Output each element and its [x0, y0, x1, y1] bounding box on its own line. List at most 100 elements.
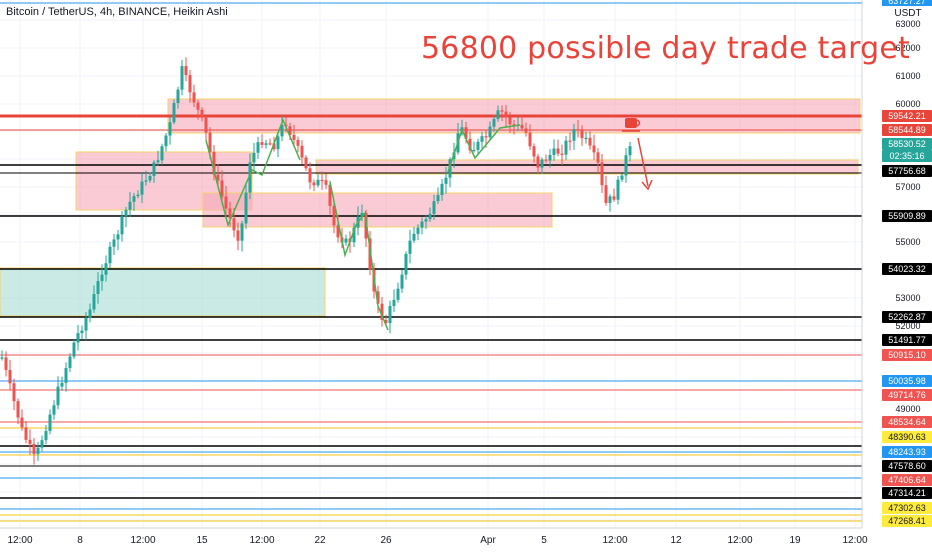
- candle[interactable]: [576, 129, 580, 131]
- price-badge[interactable]: [882, 416, 932, 428]
- demand-zone[interactable]: [0, 267, 326, 317]
- candle[interactable]: [148, 175, 152, 181]
- candle[interactable]: [188, 75, 192, 93]
- candle[interactable]: [4, 357, 8, 370]
- price-badge[interactable]: [882, 431, 932, 443]
- candle[interactable]: [288, 126, 292, 135]
- price-badge[interactable]: [882, 110, 932, 122]
- candle[interactable]: [440, 183, 444, 196]
- candle[interactable]: [368, 238, 372, 271]
- candle[interactable]: [360, 212, 364, 217]
- candle[interactable]: [404, 253, 408, 275]
- candle[interactable]: [556, 148, 560, 154]
- candle[interactable]: [336, 225, 340, 238]
- candle[interactable]: [380, 303, 384, 320]
- candle[interactable]: [172, 103, 176, 123]
- candle[interactable]: [564, 140, 568, 155]
- candle[interactable]: [320, 179, 324, 182]
- candle[interactable]: [592, 145, 596, 153]
- candle[interactable]: [168, 122, 172, 136]
- candle[interactable]: [560, 153, 564, 155]
- coffee-cup-icon[interactable]: [625, 118, 637, 128]
- candle[interactable]: [584, 137, 588, 140]
- candle[interactable]: [308, 168, 312, 183]
- candle[interactable]: [180, 66, 184, 90]
- candle[interactable]: [520, 124, 524, 129]
- candle[interactable]: [216, 174, 220, 181]
- candle[interactable]: [68, 356, 72, 369]
- price-badge[interactable]: [882, 138, 932, 150]
- candle[interactable]: [264, 143, 268, 145]
- candle[interactable]: [20, 417, 24, 428]
- candle[interactable]: [296, 139, 300, 146]
- price-badge[interactable]: [882, 502, 932, 514]
- price-badge[interactable]: [882, 487, 932, 499]
- candle[interactable]: [424, 219, 428, 222]
- price-badge[interactable]: [882, 375, 932, 387]
- candle[interactable]: [60, 382, 64, 387]
- candle[interactable]: [92, 294, 96, 310]
- price-badge[interactable]: [882, 334, 932, 346]
- candle[interactable]: [488, 126, 492, 138]
- candle[interactable]: [416, 227, 420, 234]
- candle[interactable]: [408, 240, 412, 254]
- candle[interactable]: [276, 136, 280, 150]
- candle[interactable]: [48, 414, 52, 432]
- price-badge[interactable]: [882, 349, 932, 361]
- candle[interactable]: [140, 181, 144, 195]
- candle[interactable]: [588, 137, 592, 146]
- price-badge[interactable]: [882, 165, 932, 177]
- candle[interactable]: [500, 110, 504, 112]
- candle[interactable]: [196, 102, 200, 110]
- price-badge[interactable]: [882, 446, 932, 458]
- supply-zone[interactable]: [315, 159, 859, 175]
- candle[interactable]: [108, 246, 112, 264]
- candle[interactable]: [164, 135, 168, 147]
- price-badge[interactable]: [882, 263, 932, 275]
- candle[interactable]: [64, 368, 68, 383]
- candle[interactable]: [620, 175, 624, 180]
- candle[interactable]: [624, 155, 628, 176]
- candle[interactable]: [132, 196, 136, 202]
- candle[interactable]: [468, 138, 472, 151]
- candle[interactable]: [596, 152, 600, 163]
- candle[interactable]: [0, 357, 4, 359]
- candle[interactable]: [544, 159, 548, 161]
- candle[interactable]: [480, 136, 484, 142]
- candle[interactable]: [8, 369, 12, 384]
- price-badge[interactable]: [882, 389, 932, 401]
- candle[interactable]: [184, 66, 188, 76]
- candle[interactable]: [36, 447, 40, 454]
- candle[interactable]: [324, 180, 328, 185]
- candle[interactable]: [464, 127, 468, 139]
- candle[interactable]: [420, 221, 424, 228]
- candle[interactable]: [56, 386, 60, 406]
- candle[interactable]: [352, 227, 356, 243]
- price-badge[interactable]: [882, 474, 932, 486]
- candle[interactable]: [568, 140, 572, 142]
- candle[interactable]: [260, 142, 264, 145]
- candle[interactable]: [572, 129, 576, 141]
- candle[interactable]: [532, 146, 536, 157]
- candle[interactable]: [256, 142, 260, 153]
- candle[interactable]: [44, 431, 48, 441]
- candle[interactable]: [448, 159, 452, 178]
- candle[interactable]: [232, 218, 236, 231]
- candle[interactable]: [76, 333, 80, 343]
- candle[interactable]: [552, 148, 556, 155]
- candle[interactable]: [224, 196, 228, 209]
- price-badge[interactable]: [882, 515, 932, 527]
- candle[interactable]: [292, 134, 296, 140]
- candle[interactable]: [160, 146, 164, 161]
- candle[interactable]: [432, 201, 436, 214]
- candle[interactable]: [536, 156, 540, 168]
- candle[interactable]: [504, 111, 508, 118]
- supply-zone[interactable]: [202, 192, 553, 228]
- candle[interactable]: [580, 130, 584, 139]
- candle[interactable]: [72, 342, 76, 357]
- candle[interactable]: [616, 179, 620, 200]
- candle[interactable]: [128, 201, 132, 210]
- candle[interactable]: [96, 281, 100, 295]
